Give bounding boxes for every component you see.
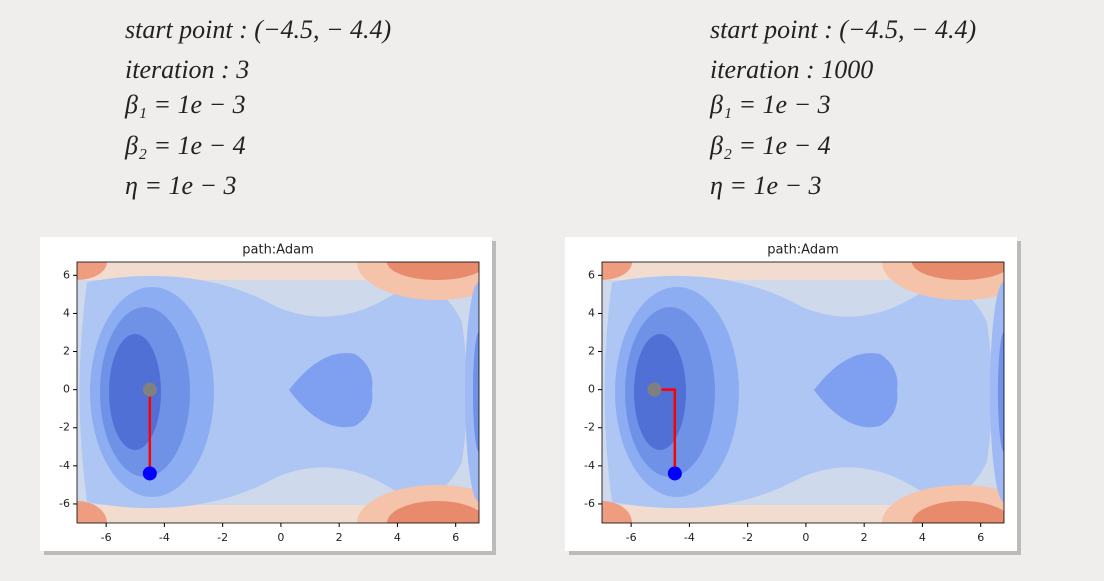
- x-tick-label: 4: [394, 531, 401, 544]
- y-tick-label: 2: [588, 345, 595, 358]
- chart-title: path:Adam: [242, 243, 313, 258]
- y-tick-label: 6: [63, 268, 70, 281]
- x-tick-label: 4: [919, 531, 926, 544]
- y-tick-label: -4: [59, 459, 70, 472]
- x-tick-label: -2: [217, 531, 228, 544]
- caption-line: iteration : 3: [125, 55, 249, 84]
- x-tick-label: 6: [452, 531, 459, 544]
- caption-line: start point : (−4.5, − 4.4): [710, 15, 976, 44]
- caption-line: β₁ = 1e − 3: [124, 90, 246, 119]
- x-tick-label: 2: [861, 531, 868, 544]
- caption-line: η = 1e − 3: [710, 171, 822, 200]
- x-tick-label: -6: [101, 531, 112, 544]
- plot-card: path:Adam -6 -4 -2 0 2 4 6 -6 -4 -2 0 2 4 6: [40, 224, 517, 561]
- caption-line: iteration : 1000: [710, 55, 873, 84]
- caption-line: β₁ = 1e − 3: [709, 90, 831, 119]
- end-point: [647, 382, 662, 397]
- y-tick-label: -6: [59, 497, 70, 510]
- caption-line: β₂ = 1e − 4: [709, 131, 831, 160]
- x-tick-label: -2: [742, 531, 753, 544]
- end-point: [142, 382, 157, 397]
- y-tick-label: 4: [63, 306, 70, 319]
- start-point: [667, 466, 682, 481]
- caption-line: start point : (−4.5, − 4.4): [125, 15, 391, 44]
- contour-fill: [47, 224, 517, 561]
- x-tick-label: -4: [684, 531, 695, 544]
- y-tick-label: -2: [584, 421, 595, 434]
- x-tick-label: -6: [626, 531, 637, 544]
- x-tick-label: 2: [336, 531, 343, 544]
- axes-frame: [601, 261, 1005, 524]
- y-tick-label: 2: [63, 345, 70, 358]
- chart-title: path:Adam: [767, 243, 838, 258]
- start-point: [142, 466, 157, 481]
- x-tick-label: 6: [977, 531, 984, 544]
- y-tick-label: 6: [588, 268, 595, 281]
- y-tick-label: 4: [588, 306, 595, 319]
- y-tick-label: 0: [588, 383, 595, 396]
- x-tick-label: 0: [802, 531, 809, 544]
- axes-frame: [76, 261, 480, 524]
- plot-card: path:Adam -6 -4 -2 0 2 4 6 -6 -4 -2 0 2 4 6: [565, 224, 1042, 561]
- contour-fill: [572, 224, 1042, 561]
- y-tick-label: -6: [584, 497, 595, 510]
- caption-line: η = 1e − 3: [125, 171, 237, 200]
- y-tick-label: 0: [63, 383, 70, 396]
- x-tick-label: -4: [159, 531, 170, 544]
- y-tick-label: -4: [584, 459, 595, 472]
- y-tick-label: -2: [59, 421, 70, 434]
- x-tick-label: 0: [277, 531, 284, 544]
- caption-line: β₂ = 1e − 4: [124, 131, 246, 160]
